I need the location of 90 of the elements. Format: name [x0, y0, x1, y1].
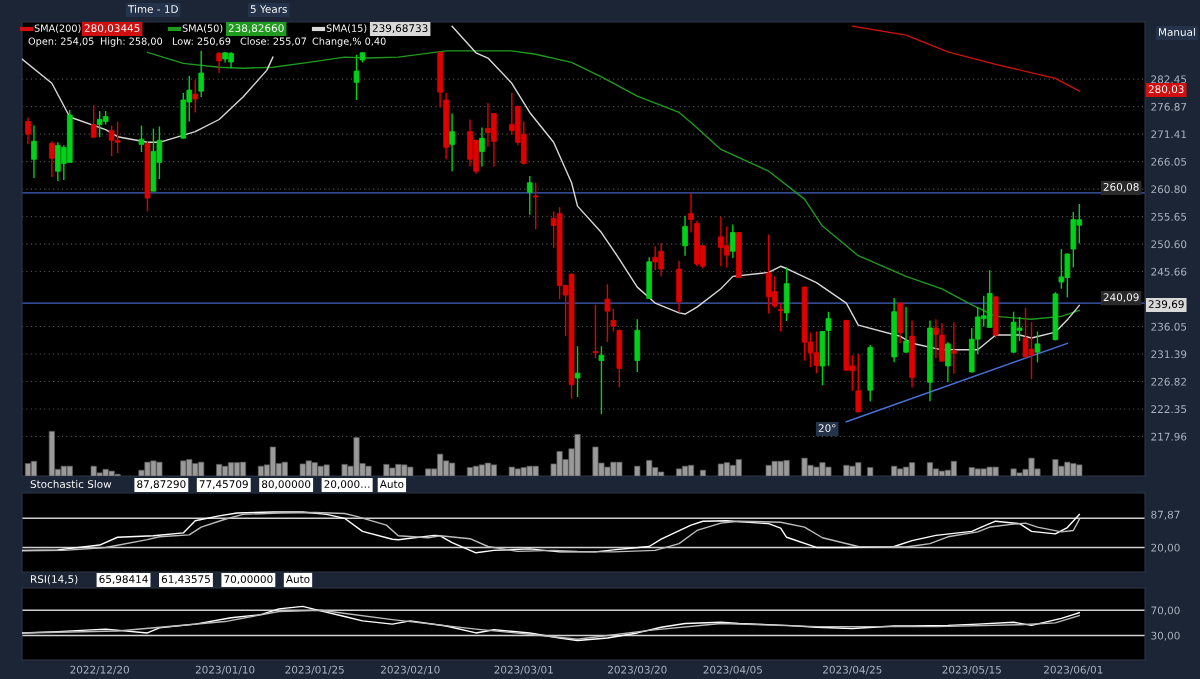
legend-label: SMA(50): [182, 24, 223, 33]
annotation: Open: 254,05: [28, 37, 94, 47]
text: 80,00000: [262, 480, 311, 490]
text: 70,00000: [224, 575, 273, 585]
candlestick: [479, 126, 485, 168]
y-tick-label: 226.82: [1151, 377, 1186, 386]
annotation: High: 258,00: [100, 37, 163, 47]
x-tick-label: 2023/03/01: [494, 665, 553, 675]
y-tick-label: 282.45: [1151, 75, 1187, 84]
candlestick: [855, 353, 862, 414]
candlestick: [138, 124, 145, 153]
x-tick-label: 2023/04/25: [823, 665, 882, 675]
annotation: Low: 250,69: [172, 37, 231, 46]
line-series: [851, 25, 1080, 92]
y-tick-label: 255.65: [1151, 212, 1187, 221]
candlestick: [825, 311, 832, 367]
text: Auto: [379, 480, 404, 489]
text: 65,98414: [99, 575, 148, 585]
line-series: [146, 50, 1080, 320]
y-tick-label: 20,00: [1151, 543, 1180, 553]
candlestick: [574, 345, 581, 398]
text: 280,03: [1148, 85, 1184, 95]
x-tick-label: 2023/06/01: [1044, 665, 1103, 675]
y-tick-label: 222.35: [1151, 405, 1187, 414]
y-tick-label: 217.96: [1151, 432, 1187, 441]
text: Time - 1D: [127, 4, 178, 14]
text: Stochastic Slow: [30, 479, 112, 489]
candlestick: [688, 192, 694, 234]
x-tick-label: 2023/01/10: [195, 665, 255, 675]
candlestick: [1034, 330, 1041, 364]
x-tick-label: 2023/04/05: [703, 665, 762, 675]
candlestick: [198, 50, 205, 98]
candlestick: [604, 283, 611, 343]
text: Manual: [1159, 27, 1195, 37]
text: 239,69: [1148, 300, 1184, 310]
x-tick-label: 2023/01/25: [285, 665, 344, 675]
x-tick-label: 2023/05/15: [942, 665, 1001, 675]
candlestick: [598, 345, 605, 415]
candlestick: [592, 304, 599, 359]
candlestick: [532, 182, 539, 231]
text: RSI(14,5): [31, 574, 78, 585]
y-tick-label: 250.60: [1151, 240, 1187, 249]
bar: [867, 467, 874, 476]
bar: [634, 465, 641, 476]
candlestick: [945, 341, 951, 383]
text: 5 Years: [250, 5, 287, 14]
candlestick: [903, 306, 909, 354]
candlestick: [682, 215, 688, 257]
legend-label: SMA(200): [34, 24, 81, 33]
candlestick: [777, 302, 784, 333]
candlestick: [90, 104, 97, 138]
annotation: Change,% 0,40: [312, 37, 386, 47]
candlestick: [49, 140, 55, 178]
ref-line-label: 240,09: [1103, 293, 1139, 303]
ref-line-label: 260,08: [1103, 182, 1139, 192]
y-tick-label: 245.66: [1151, 267, 1187, 276]
text: 61,43575: [161, 575, 210, 585]
y-tick-label: 87,87: [1151, 510, 1180, 520]
y-tick-label: 276.87: [1151, 102, 1187, 111]
x-tick-label: 2023/03/20: [608, 665, 667, 675]
candlestick: [216, 51, 222, 74]
annotation: 280,03445: [84, 24, 140, 34]
x-tick-label: 2022/12/20: [70, 665, 129, 675]
candlestick: [192, 79, 199, 114]
y-tick-label: 30,00: [1151, 631, 1180, 641]
candlestick: [25, 116, 31, 146]
y-tick-label: 266.05: [1151, 157, 1187, 166]
annotation: 239,68733: [372, 24, 428, 34]
annotation: 238,82660: [228, 24, 284, 34]
candlestick: [951, 321, 957, 375]
candlestick: [449, 112, 455, 172]
candlestick: [526, 175, 533, 216]
legend-label: SMA(15): [326, 24, 367, 33]
x-tick-label: 2023/02/10: [381, 665, 440, 675]
y-tick-label: 70,00: [1151, 606, 1180, 616]
text: 20,000…: [324, 480, 370, 490]
text: 87,87290: [137, 480, 186, 490]
text: Auto: [285, 575, 310, 584]
y-tick-label: 271.41: [1151, 130, 1187, 139]
candlestick: [353, 54, 360, 101]
bar: [699, 469, 707, 476]
y-tick-label: 231.39: [1151, 350, 1187, 359]
annotation: Close: 255,07: [240, 37, 307, 46]
text: 77,45709: [199, 480, 248, 490]
y-tick-label: 236.05: [1151, 322, 1187, 331]
candlestick: [31, 124, 37, 179]
y-tick-label: 260.80: [1151, 185, 1187, 194]
candlestick: [610, 308, 617, 333]
annotation: 20°: [818, 424, 836, 433]
candlestick: [730, 223, 736, 259]
